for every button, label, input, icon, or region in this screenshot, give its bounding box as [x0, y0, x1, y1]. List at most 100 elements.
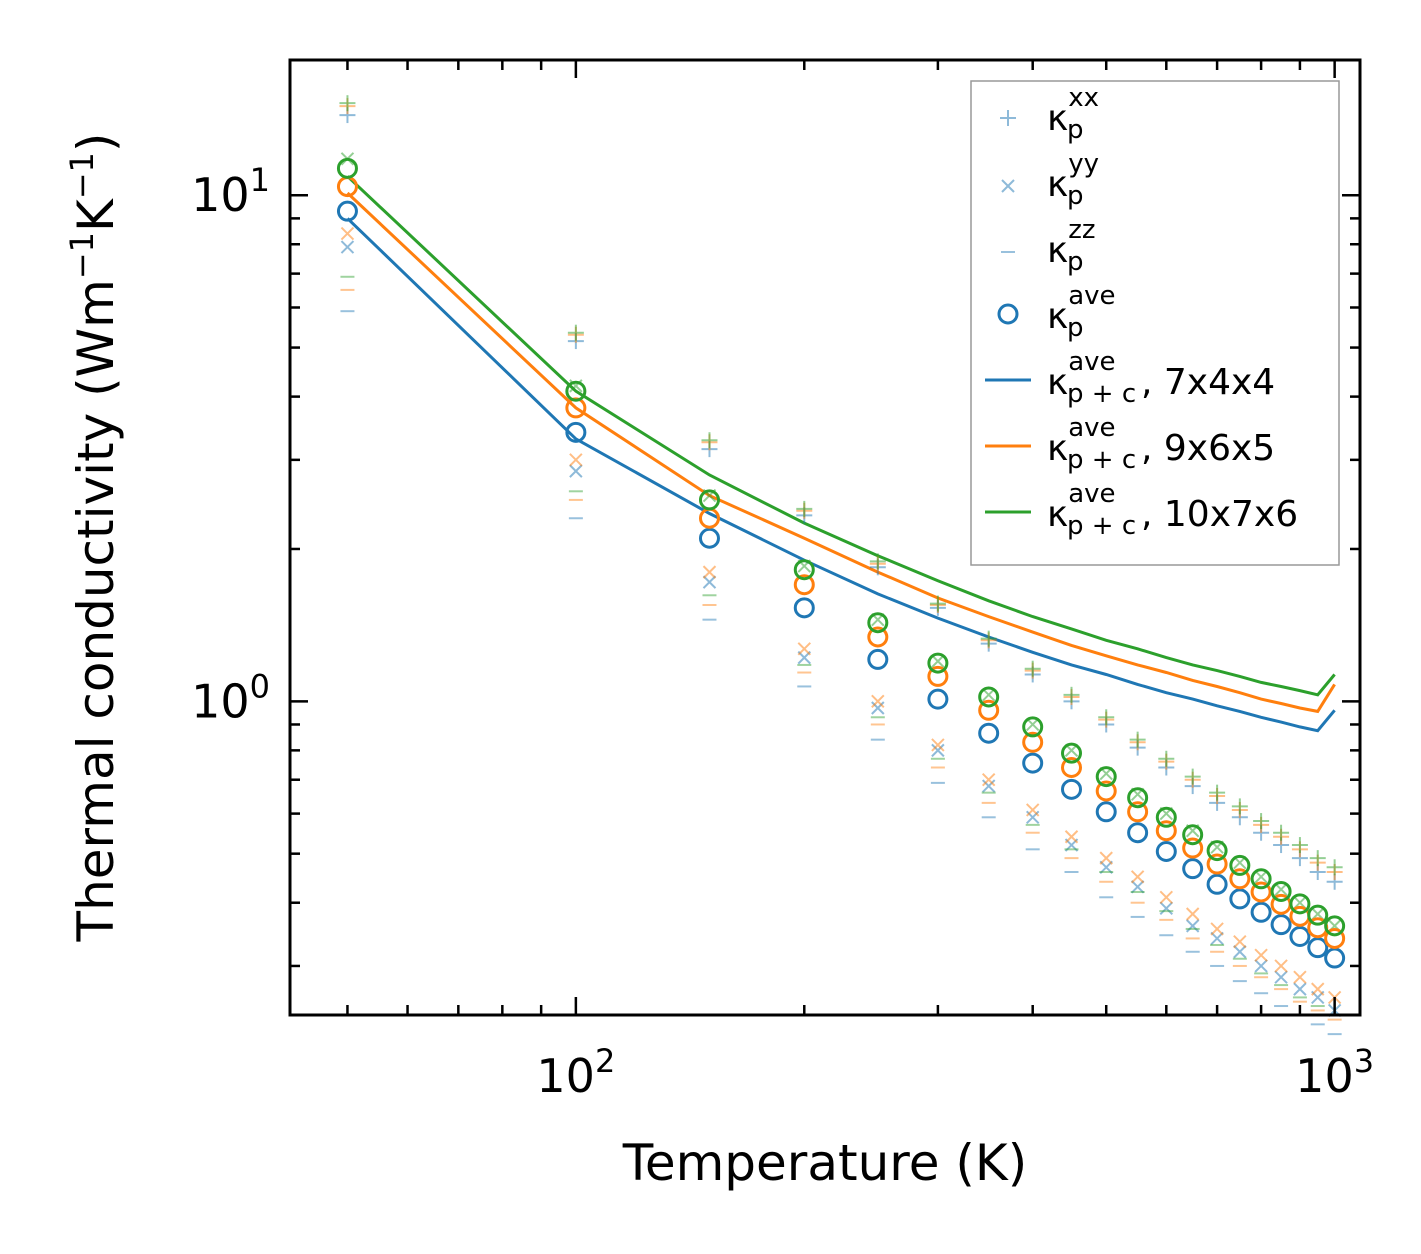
point-kave-9x6x5-600 [1155, 820, 1177, 842]
point-kyy-10x7x6-800-b [1254, 870, 1268, 884]
markers-layer [336, 95, 1346, 1036]
series-ave-7x4x4 [336, 200, 1346, 969]
legend-entry-4-sub: p + c [1067, 379, 1136, 409]
legend-entry-5-label: κave p + c, 9x6x5 [1047, 413, 1275, 475]
point-kxx-10x7x6-550 [1129, 731, 1146, 748]
point-kyy-9x6x5-300-b [931, 738, 945, 752]
point-kyy-9x6x5-650-b [1185, 907, 1200, 921]
point-kave-10x7x6-450 [1061, 742, 1083, 764]
y-tick-label-1-part: 10 [191, 674, 250, 728]
point-kxx-10x7x6-1000 [1326, 859, 1343, 876]
y-tick-label-1: 100 [191, 667, 270, 728]
series-ave-10x7x6 [336, 157, 1346, 937]
legend-entry-5-suffix: , 9x6x5 [1141, 428, 1275, 469]
point-kyy-9x6x5-200-b [797, 642, 811, 656]
point-kyy-9x6x5-250 [871, 694, 885, 709]
point-kxx-10x7x6-150 [701, 432, 718, 449]
point-kyy-9x6x5-300 [931, 738, 945, 752]
point-kyy-7x4x4-900-b [1293, 982, 1307, 996]
y-axis-label-part: K [67, 198, 125, 232]
point-kyy-9x6x5-150 [702, 565, 717, 579]
x-tick-label-100-part: 2 [595, 1042, 615, 1080]
point-kyy-7x4x4-100 [569, 464, 583, 478]
y-axis-label-part: Thermal conductivity (Wm [67, 279, 125, 942]
legend-entry-6-base: κ [1047, 494, 1068, 535]
point-kyy-9x6x5-850-b [1274, 959, 1288, 973]
point-kave-9x6x5-1000 [1324, 927, 1346, 949]
point-kave-10x7x6-200 [793, 559, 815, 581]
point-kyy-7x4x4-150 [702, 575, 717, 589]
point-kave-7x4x4-200 [793, 597, 815, 619]
point-kyy-9x6x5-800-b [1254, 948, 1268, 962]
point-kyy-7x4x4-850-b [1274, 970, 1288, 984]
legend-entry-0-marker [1000, 110, 1016, 126]
point-kyy-7x4x4-550-b [1130, 880, 1145, 894]
point-kyy-9x6x5-100-b [569, 453, 583, 467]
point-kyy-7x4x4-300-b [931, 743, 945, 758]
point-kxx-10x7x6-600 [1158, 750, 1175, 767]
point-kyy-9x6x5-600-b [1159, 890, 1174, 905]
x-tick-label-1000-part: 3 [1354, 1042, 1374, 1080]
x-tick-label-1000-part: 10 [1295, 1049, 1354, 1103]
point-kxx-10x7x6-300 [929, 595, 946, 612]
legend-box [970, 80, 1340, 566]
point-kave-10x7x6-600 [1155, 806, 1177, 828]
point-kave-9x6x5-800 [1250, 881, 1272, 903]
point-kyy-9x6x5-50 [340, 226, 355, 241]
legend-entry-2-label: κzz p [1047, 215, 1096, 277]
point-kave-7x4x4-700 [1206, 873, 1228, 895]
legend-entry-3-marker [997, 303, 1019, 325]
point-kave-7x4x4-800 [1250, 901, 1272, 923]
legend-entry-3-label: κave p [1047, 281, 1116, 343]
plot-frame [288, 58, 1362, 1017]
point-kyy-7x4x4-700-b [1210, 931, 1224, 946]
point-kave-7x4x4-900 [1289, 926, 1311, 948]
point-kyy-7x4x4-550 [1130, 880, 1145, 894]
point-kave-7x4x4-600 [1155, 840, 1177, 862]
point-kyy-9x6x5-650 [1185, 907, 1200, 921]
legend-entry-3-sub: p [1067, 313, 1084, 343]
point-kave-7x4x4-50 [336, 200, 358, 222]
point-kave-10x7x6-150 [698, 489, 720, 511]
point-kyy-7x4x4-350 [981, 779, 996, 793]
point-kyy-9x6x5-850 [1274, 959, 1288, 973]
point-kxx-10x7x6-500 [1098, 709, 1115, 726]
point-kyy-9x6x5-100 [569, 453, 583, 467]
y-axis-label: Thermal conductivity (Wm−1K−1) [63, 133, 125, 943]
point-kave-9x6x5-550 [1127, 801, 1149, 823]
point-kyy-9x6x5-400 [1025, 803, 1040, 817]
point-kyy-9x6x5-950-b [1311, 982, 1325, 996]
point-kyy-7x4x4-700 [1210, 931, 1224, 946]
point-kave-7x4x4-350 [978, 722, 1000, 744]
point-kyy-10x7x6-300 [931, 654, 945, 668]
point-kyy-7x4x4-100-b [569, 464, 583, 478]
legend-entry-1-base: κ [1047, 164, 1068, 205]
point-kyy-7x4x4-800-b [1254, 959, 1268, 973]
point-kave-7x4x4-300 [927, 688, 949, 710]
point-kave-10x7x6-650 [1182, 824, 1204, 846]
point-kyy-7x4x4-750 [1233, 945, 1247, 959]
point-kyy-10x7x6-350 [981, 688, 996, 702]
point-kyy-9x6x5-200 [797, 642, 811, 656]
legend-entry-1-marker [1001, 179, 1015, 193]
point-kave-9x6x5-50 [336, 176, 358, 198]
point-kave-9x6x5-250 [867, 626, 889, 648]
y-tick-label-10-part: 10 [191, 168, 250, 222]
point-kyy-9x6x5-450 [1064, 830, 1079, 844]
point-kave-7x4x4-550 [1127, 822, 1149, 844]
legend-entry-4-base: κ [1047, 362, 1068, 403]
legend-entry-6-suffix: , 10x7x6 [1141, 494, 1298, 535]
legend-entry-6-sup: ave [1068, 479, 1115, 509]
fit-line-9x6x5 [346, 191, 1336, 714]
legend-entry-1-label: κyy p [1047, 149, 1099, 211]
point-kyy-7x4x4-650-b [1185, 919, 1200, 933]
point-kyy-10x7x6-950-b [1311, 907, 1325, 921]
y-tick-label-10: 101 [191, 161, 270, 222]
point-kyy-10x7x6-950 [1311, 907, 1325, 921]
point-kave-10x7x6-950 [1307, 904, 1329, 926]
point-kave-10x7x6-900 [1289, 893, 1311, 915]
point-kyy-9x6x5-900 [1293, 970, 1307, 984]
point-kave-7x4x4-150 [698, 527, 720, 549]
